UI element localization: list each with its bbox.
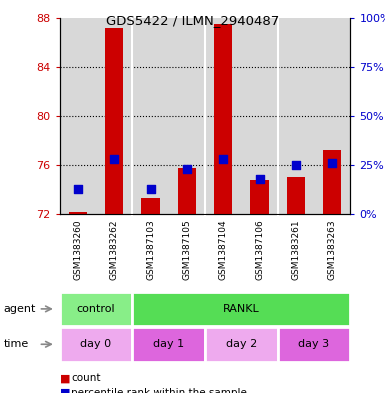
- Bar: [214, 24, 232, 214]
- Text: agent: agent: [4, 304, 36, 314]
- Text: day 1: day 1: [153, 339, 184, 349]
- Text: GSM1383260: GSM1383260: [73, 219, 82, 280]
- Bar: [141, 198, 160, 214]
- Bar: [178, 167, 196, 214]
- Text: count: count: [71, 373, 101, 384]
- Text: day 2: day 2: [226, 339, 257, 349]
- Bar: [60, 292, 132, 326]
- Point: [329, 160, 335, 166]
- Text: RANKL: RANKL: [223, 304, 260, 314]
- Bar: [323, 150, 341, 214]
- Text: GSM1387104: GSM1387104: [219, 219, 228, 280]
- Text: GSM1387103: GSM1387103: [146, 219, 155, 280]
- Text: GSM1383262: GSM1383262: [110, 219, 119, 280]
- Bar: [250, 180, 269, 214]
- Text: ■: ■: [60, 373, 70, 384]
- Bar: [132, 327, 205, 362]
- Point: [111, 156, 117, 162]
- Text: time: time: [4, 339, 29, 349]
- Text: GSM1383261: GSM1383261: [291, 219, 300, 280]
- Point: [184, 166, 190, 172]
- Point: [75, 185, 81, 192]
- Bar: [60, 327, 132, 362]
- Bar: [69, 212, 87, 214]
- Bar: [105, 28, 123, 214]
- Bar: [205, 327, 278, 362]
- Bar: [132, 292, 350, 326]
- Point: [147, 185, 154, 192]
- Text: day 0: day 0: [80, 339, 112, 349]
- Text: percentile rank within the sample: percentile rank within the sample: [71, 388, 247, 393]
- Text: day 3: day 3: [298, 339, 330, 349]
- Point: [293, 162, 299, 168]
- Text: control: control: [77, 304, 116, 314]
- Point: [220, 156, 226, 162]
- Text: GDS5422 / ILMN_2940487: GDS5422 / ILMN_2940487: [106, 14, 279, 27]
- Text: ■: ■: [60, 388, 70, 393]
- Point: [256, 176, 263, 182]
- Text: GSM1387106: GSM1387106: [255, 219, 264, 280]
- Text: GSM1387105: GSM1387105: [182, 219, 191, 280]
- Text: GSM1383263: GSM1383263: [328, 219, 337, 280]
- Bar: [278, 327, 350, 362]
- Bar: [287, 177, 305, 214]
